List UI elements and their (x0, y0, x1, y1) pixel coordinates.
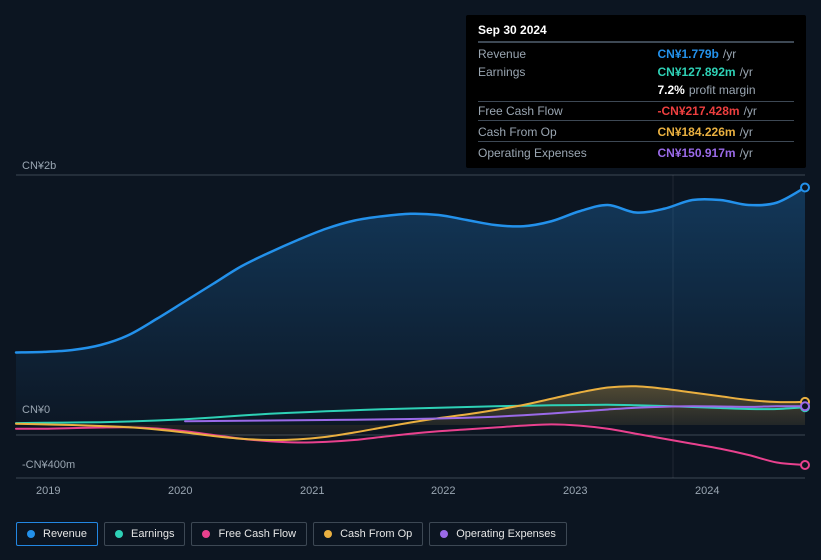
y-tick-label: -CN¥400m (22, 459, 75, 471)
tooltip-row-value: CN¥127.892m/yr (658, 63, 795, 81)
tooltip-row: RevenueCN¥1.779b/yr (478, 43, 794, 64)
y-tick-label: CN¥2b (22, 160, 56, 172)
legend-item-cfo[interactable]: Cash From Op (313, 522, 423, 546)
legend-dot-icon (202, 530, 210, 538)
tooltip-row-label: Earnings (478, 63, 658, 81)
tooltip-row-label: Free Cash Flow (478, 102, 658, 121)
legend-dot-icon (115, 530, 123, 538)
x-tick-label: 2019 (36, 485, 60, 497)
legend-dot-icon (324, 530, 332, 538)
tooltip-row-value: CN¥150.917m/yr (658, 142, 795, 163)
legend-label: Earnings (131, 528, 174, 540)
tooltip-row: Operating ExpensesCN¥150.917m/yr (478, 142, 794, 163)
x-tick-label: 2023 (563, 485, 587, 497)
tooltip-row: EarningsCN¥127.892m/yr (478, 63, 794, 81)
tooltip-row-label: Cash From Op (478, 121, 658, 142)
legend: Revenue Earnings Free Cash Flow Cash From O… (16, 522, 567, 546)
tooltip-row-label (478, 81, 658, 102)
legend-label: Cash From Op (340, 528, 412, 540)
legend-item-earnings[interactable]: Earnings (104, 522, 185, 546)
tooltip-row-value: CN¥1.779b/yr (658, 43, 795, 64)
legend-label: Revenue (43, 528, 87, 540)
x-tick-label: 2022 (431, 485, 455, 497)
legend-item-fcf[interactable]: Free Cash Flow (191, 522, 307, 546)
tooltip-date: Sep 30 2024 (478, 23, 794, 42)
y-tick-label: CN¥0 (22, 404, 50, 416)
legend-dot-icon (27, 530, 35, 538)
tooltip-row-value: -CN¥217.428m/yr (658, 102, 795, 121)
tooltip-row-label: Revenue (478, 43, 658, 64)
legend-label: Operating Expenses (456, 528, 556, 540)
tooltip-panel: Sep 30 2024 RevenueCN¥1.779b/yrEarningsC… (466, 15, 806, 168)
x-tick-label: 2024 (695, 485, 719, 497)
tooltip-row-label: Operating Expenses (478, 142, 658, 163)
tooltip-row: Free Cash Flow-CN¥217.428m/yr (478, 102, 794, 121)
x-tick-label: 2020 (168, 485, 192, 497)
legend-label: Free Cash Flow (218, 528, 296, 540)
financial-chart: CN¥2b CN¥0 -CN¥400m 2019 2020 2021 2022 2023 20… (0, 0, 821, 560)
tooltip-row: Cash From OpCN¥184.226m/yr (478, 121, 794, 142)
tooltip-row-value: 7.2%profit margin (658, 81, 795, 102)
legend-item-opex[interactable]: Operating Expenses (429, 522, 567, 546)
tooltip-row-value: CN¥184.226m/yr (658, 121, 795, 142)
tooltip-row: 7.2%profit margin (478, 81, 794, 102)
legend-item-revenue[interactable]: Revenue (16, 522, 98, 546)
legend-dot-icon (440, 530, 448, 538)
x-tick-label: 2021 (300, 485, 324, 497)
